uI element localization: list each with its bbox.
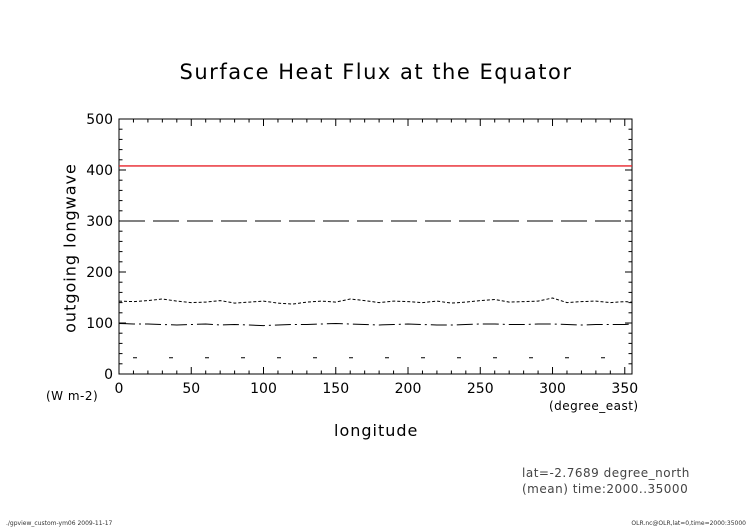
- x-tick-label: 200: [395, 381, 422, 397]
- x-tick-label: 100: [250, 381, 277, 397]
- x-tick-label: 300: [539, 381, 566, 397]
- plot-frame: [118, 118, 633, 375]
- y-tick-label: 0: [104, 367, 113, 383]
- y-tick-label: 100: [86, 316, 113, 332]
- y-tick-label: 500: [86, 112, 113, 128]
- series-line-4-dash-dot: [118, 322, 633, 327]
- y-tick-label: 200: [86, 265, 113, 281]
- footer-right: OLR.nc@OLR,lat=0,time=2000:35000: [631, 520, 746, 527]
- x-tick-label: 150: [322, 381, 349, 397]
- y-tick-label: 400: [86, 163, 113, 179]
- y-axis-label: outgoing longwave: [60, 163, 80, 333]
- series-lines: [118, 165, 633, 359]
- footer-left: ./gpview_custom-ym06 2009-11-17: [6, 520, 113, 527]
- x-axis-label: longitude: [334, 421, 419, 440]
- x-tick-label: 250: [467, 381, 494, 397]
- x-tick-label: 0: [115, 381, 124, 397]
- info-time: (mean) time:2000..35000: [522, 482, 689, 496]
- series-line-3-dotted: [118, 297, 633, 305]
- chart-title: Surface Heat Flux at the Equator: [179, 60, 573, 84]
- axis-ticks: [118, 118, 632, 375]
- info-latitude: lat=-2.7689 degree_north: [522, 466, 690, 480]
- x-tick-label: 50: [182, 381, 200, 397]
- y-tick-label: 300: [86, 214, 113, 230]
- y-axis-units: (W m-2): [46, 389, 99, 403]
- tick-labels: 0 50 100 150 200 250 300 350 0 100 200 300 400 500: [86, 112, 638, 397]
- x-axis-units: (degree_east): [549, 399, 639, 413]
- x-tick-label: 350: [611, 381, 638, 397]
